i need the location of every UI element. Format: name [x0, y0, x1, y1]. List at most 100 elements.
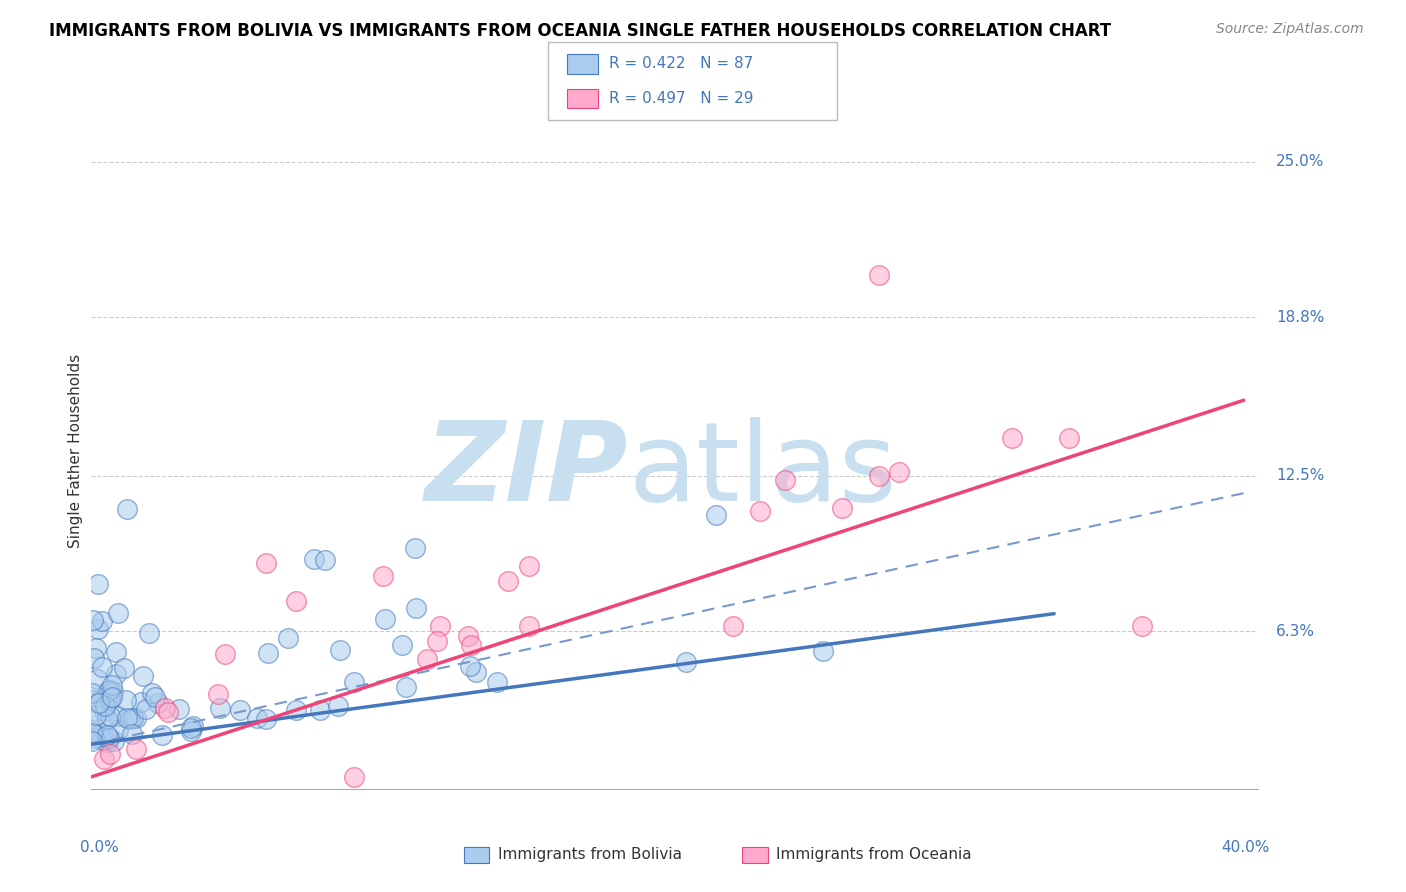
Point: [704, 508, 727, 523]
Point: [207, 687, 229, 701]
Point: [775, 473, 797, 487]
Point: [114, 693, 136, 707]
Point: [82, 726, 104, 740]
Point: [82, 734, 104, 748]
Point: [122, 711, 145, 725]
Point: [748, 504, 770, 518]
Point: [229, 703, 252, 717]
Point: [83, 731, 105, 745]
Point: [460, 638, 482, 652]
Text: atlas: atlas: [628, 417, 897, 524]
Point: [117, 502, 139, 516]
Point: [91, 660, 114, 674]
Point: [1001, 431, 1024, 445]
Point: [405, 601, 427, 615]
Point: [135, 702, 157, 716]
Point: [887, 465, 910, 479]
Y-axis label: Single Father Households: Single Father Households: [67, 353, 83, 548]
Point: [254, 712, 277, 726]
Point: [97, 684, 120, 698]
Point: [124, 711, 146, 725]
Point: [343, 674, 366, 689]
Point: [146, 697, 169, 711]
Point: [138, 626, 160, 640]
Text: ZIP: ZIP: [425, 417, 628, 524]
Point: [107, 723, 129, 738]
Point: [457, 629, 479, 643]
Point: [131, 696, 153, 710]
Text: Source: ZipAtlas.com: Source: ZipAtlas.com: [1216, 22, 1364, 37]
Point: [87, 576, 110, 591]
Point: [93, 752, 115, 766]
Point: [115, 711, 138, 725]
Text: 40.0%: 40.0%: [1222, 840, 1270, 855]
Point: [868, 468, 890, 483]
Point: [96, 735, 118, 749]
Point: [118, 712, 141, 726]
Point: [89, 695, 111, 709]
Point: [517, 619, 540, 633]
Point: [107, 709, 129, 723]
Point: [1057, 431, 1080, 445]
Point: [84, 640, 107, 655]
Point: [465, 665, 488, 679]
Point: [90, 726, 112, 740]
Point: [498, 574, 520, 588]
Point: [343, 770, 366, 784]
Point: [83, 651, 105, 665]
Point: [391, 638, 413, 652]
Point: [93, 730, 115, 744]
Point: [326, 699, 349, 714]
Point: [208, 701, 231, 715]
Point: [84, 704, 107, 718]
Point: [101, 678, 124, 692]
Point: [309, 703, 332, 717]
Point: [394, 681, 416, 695]
Point: [167, 702, 190, 716]
Point: [82, 725, 104, 739]
Point: [98, 747, 121, 761]
Point: [86, 708, 108, 723]
Point: [150, 728, 173, 742]
Point: [104, 645, 127, 659]
Text: Immigrants from Oceania: Immigrants from Oceania: [776, 847, 972, 862]
Text: R = 0.422   N = 87: R = 0.422 N = 87: [609, 56, 754, 71]
Point: [181, 719, 204, 733]
Text: 25.0%: 25.0%: [1275, 154, 1324, 169]
Point: [429, 619, 451, 633]
Point: [374, 612, 396, 626]
Point: [86, 672, 108, 686]
Point: [124, 742, 146, 756]
Point: [132, 669, 155, 683]
Point: [97, 731, 120, 745]
Point: [314, 553, 336, 567]
Point: [246, 711, 269, 725]
Text: 12.5%: 12.5%: [1275, 468, 1324, 483]
Point: [96, 712, 118, 726]
Point: [82, 686, 104, 700]
Point: [517, 558, 540, 573]
Point: [257, 646, 280, 660]
Point: [101, 690, 124, 704]
Point: [155, 701, 177, 715]
Text: 0.0%: 0.0%: [80, 840, 118, 855]
Point: [93, 705, 115, 719]
Point: [93, 697, 115, 711]
Point: [371, 569, 394, 583]
Point: [416, 652, 439, 666]
Point: [723, 619, 745, 633]
Point: [458, 659, 481, 673]
Point: [180, 723, 202, 738]
Text: R = 0.497   N = 29: R = 0.497 N = 29: [609, 91, 754, 106]
Point: [87, 623, 110, 637]
Point: [82, 613, 104, 627]
Point: [426, 634, 449, 648]
Point: [285, 703, 308, 717]
Text: Immigrants from Bolivia: Immigrants from Bolivia: [498, 847, 682, 862]
Point: [105, 666, 128, 681]
Point: [868, 268, 890, 282]
Point: [157, 706, 180, 720]
Point: [98, 683, 121, 698]
Point: [302, 552, 325, 566]
Point: [180, 722, 202, 736]
